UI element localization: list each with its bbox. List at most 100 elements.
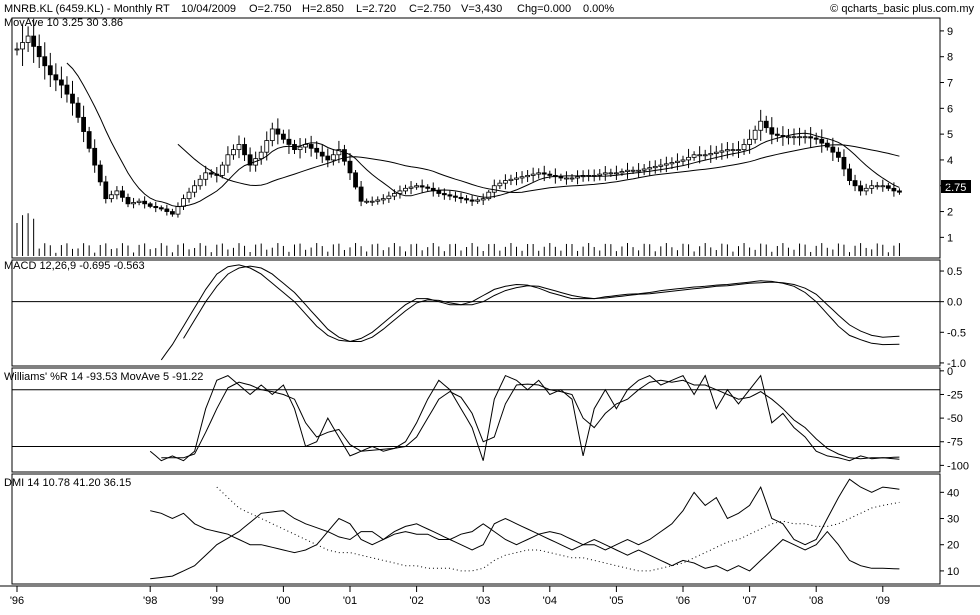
candle-body [20,42,25,50]
macd-signal-line [183,265,900,342]
candle-body [819,138,825,144]
candle-body [830,146,836,153]
candle-body [752,129,758,140]
header-low: L=2.720 [356,3,396,15]
candle-body [414,185,420,188]
candle-body [514,177,519,180]
candle-body [786,136,791,139]
candle-body [841,156,847,170]
candle-body [802,136,808,139]
y-tick-label-1-2: -0.5 [947,327,966,339]
candle-body [686,156,691,161]
candle-body [419,185,425,188]
dmi-plus-line [150,478,900,580]
candle-body [125,196,131,205]
candle-body [436,190,442,194]
last-price-badge [941,180,971,193]
candle-body [197,178,203,187]
candle-body [342,149,347,162]
candle-body [508,178,514,181]
candle-body [564,177,569,180]
candle-body [869,185,875,189]
header-open: O=2.750 [249,3,292,15]
candle-body [203,172,209,180]
candle-body [491,185,497,193]
candle-body [880,185,886,188]
candle-body [75,102,81,118]
candle-body [575,176,580,179]
candle-body [464,198,469,201]
x-tick-label-3: '00 [276,595,290,607]
candle-body [380,198,386,201]
candle-body [186,191,192,200]
candle-body [192,185,198,193]
candle-body [758,120,764,131]
candle-body [242,144,247,156]
candle-body [42,56,48,67]
y-tick-label-3-0: 10 [947,566,959,578]
candle-body [397,190,403,194]
x-tick-label-11: '08 [809,595,823,607]
candle-body [441,193,447,196]
candle-body [364,200,370,203]
candle-body [774,133,780,136]
candle-body [625,169,630,172]
y-tick-label-0-1: 2 [947,207,953,219]
macd-panel-label: MACD 12,26,9 -0.695 -0.563 [4,260,145,272]
candle-body [797,136,802,139]
panel-frame-2 [11,367,941,473]
header-volume: V=3,430 [461,3,502,15]
candle-body [530,173,536,176]
header-change: Chg=0.000 [517,3,571,15]
x-tick-label-8: '05 [609,595,623,607]
candle-body [314,147,320,153]
candle-body [447,194,453,197]
candle-body [280,133,286,140]
candle-body [847,168,852,181]
candle-body [219,164,225,176]
candle-body [258,151,264,160]
y-tick-label-0-4: 5 [947,129,953,141]
candle-body [675,160,680,163]
price-panel-label: MovAve 10 3.25 30 3.86 [4,17,123,29]
candle-body [558,176,564,179]
y-tick-label-1-0: 0.5 [947,266,962,278]
x-tick-label-2: '99 [210,595,224,607]
candle-body [169,211,175,215]
candle-body [175,205,181,215]
x-tick-label-7: '04 [543,595,557,607]
candle-body [264,140,270,153]
candle-body [502,180,508,184]
candle-body [330,154,336,161]
header-change-pct: 0.00% [583,3,614,15]
candle-body [131,202,136,205]
candle-body [641,168,647,171]
candle-body [353,172,358,188]
candle-body [691,154,697,158]
x-tick-label-9: '06 [676,595,690,607]
candle-body [136,200,142,203]
candle-body [308,144,314,149]
candle-body [863,187,869,192]
y-tick-label-0-5: 6 [947,103,953,115]
header-copyright: © qcharts_basic plus.com.my [830,3,974,15]
x-tick-label-12: '09 [876,595,890,607]
candle-body [541,172,547,175]
candle-body [286,138,292,145]
candle-body [47,65,53,76]
candle-body [480,198,486,201]
candle-body [769,127,775,135]
candle-body [874,185,880,188]
candle-body [269,128,275,141]
candle-body [97,164,103,183]
candle-body [525,175,530,178]
candle-body [813,137,819,140]
candle-body [636,169,641,172]
candle-body [247,154,253,166]
candle-body [358,186,364,202]
y-tick-label-3-1: 20 [947,540,959,552]
y-tick-label-3-2: 30 [947,514,959,526]
panel-frame-0 [11,17,941,259]
